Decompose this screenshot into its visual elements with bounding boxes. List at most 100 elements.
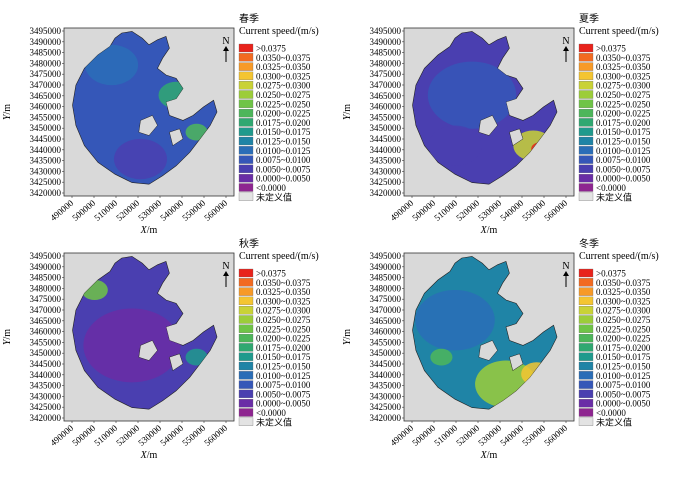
- legend-swatch: [238, 99, 254, 108]
- x-tick-label: 540000: [498, 423, 525, 448]
- x-tick-label: 530000: [136, 423, 163, 448]
- legend-label: 0.0350~0.0375: [256, 278, 311, 288]
- x-tick-label: 510000: [92, 423, 119, 448]
- legend-label: 0.0200~0.0225: [596, 109, 651, 119]
- north-arrow-head: [563, 271, 569, 276]
- x-tick-label: 550000: [180, 423, 207, 448]
- legend-swatch: [238, 380, 254, 389]
- x-tick-label: 560000: [202, 423, 229, 448]
- legend-label: <0.0000: [596, 183, 626, 193]
- legend-label: 0.0250~0.0275: [596, 315, 651, 325]
- legend-label: 0.0250~0.0275: [256, 315, 311, 325]
- y-tick-label: 3435000: [30, 156, 62, 166]
- legend-label: 0.0250~0.0275: [596, 90, 651, 100]
- legend-label: 0.0000~0.0050: [256, 399, 311, 409]
- legend: >0.03750.0350~0.03750.0325~0.03500.0300~…: [238, 44, 311, 202]
- legend-swatch: [238, 306, 254, 315]
- legend-swatch: [238, 155, 254, 164]
- y-tick-label: 3430000: [370, 166, 402, 176]
- legend-swatch: [578, 155, 594, 164]
- legend-label: 0.0075~0.0100: [596, 380, 651, 390]
- y-tick-label: 3450000: [30, 123, 62, 133]
- y-tick-label: 3425000: [370, 177, 402, 187]
- legend-swatch: [238, 164, 254, 174]
- y-tick-label: 3435000: [370, 381, 402, 391]
- x-tick-label: 550000: [520, 198, 547, 223]
- legend-swatch: [238, 399, 254, 408]
- x-tick-label: 500000: [70, 423, 97, 448]
- legend-label: 0.0000~0.0050: [596, 174, 651, 184]
- legend-label: 0.0175~0.0200: [256, 343, 311, 353]
- legend-swatch: [238, 53, 254, 62]
- season-title: 秋季: [239, 237, 259, 250]
- legend-label: 0.0125~0.0150: [596, 137, 651, 147]
- legend-label: 0.0150~0.0175: [596, 127, 651, 137]
- legend-swatch: [578, 90, 594, 99]
- legend-swatch: [238, 315, 254, 324]
- y-tick-label: 3470000: [370, 80, 402, 90]
- y-tick-label: 3475000: [30, 294, 62, 304]
- legend-label: 0.0225~0.0250: [256, 324, 311, 334]
- legend-label: 0.0275~0.0300: [256, 81, 311, 91]
- y-tick-label: 3465000: [30, 316, 62, 326]
- legend-swatch: [578, 99, 594, 108]
- legend-label: 0.0325~0.0350: [596, 287, 651, 297]
- y-axis-label: Y/m: [342, 104, 353, 120]
- legend-swatch: [578, 278, 594, 287]
- y-tick-label: 3440000: [370, 370, 402, 380]
- legend-swatch: [578, 324, 594, 333]
- legend-swatch: [578, 417, 594, 426]
- speed-zone-4: [428, 125, 482, 166]
- legend-swatch: [578, 399, 594, 408]
- legend-label: 0.0300~0.0325: [256, 71, 311, 81]
- legend-swatch: [238, 296, 254, 306]
- speed-zone-1: [427, 61, 517, 129]
- legend-label: >0.0375: [256, 44, 286, 54]
- legend-swatch: [238, 417, 254, 426]
- legend: >0.03750.0350~0.03750.0325~0.03500.0300~…: [578, 269, 651, 427]
- y-tick-label: 3470000: [30, 80, 62, 90]
- speed-zone-1: [85, 44, 139, 86]
- legend-label: 0.0175~0.0200: [256, 118, 311, 128]
- legend-swatch: [578, 164, 594, 174]
- x-tick-label: 490000: [388, 198, 415, 223]
- island-1: [478, 340, 498, 361]
- x-tick-label: 500000: [70, 198, 97, 223]
- y-tick-label: 3450000: [370, 348, 402, 358]
- y-tick-label: 3425000: [370, 402, 402, 412]
- x-tick-label: 540000: [498, 198, 525, 223]
- x-tick-label: 530000: [476, 423, 503, 448]
- x-tick-label: 490000: [48, 198, 75, 223]
- y-tick-label: 3420000: [370, 413, 402, 423]
- x-tick-label: 510000: [92, 198, 119, 223]
- y-tick-label: 3430000: [30, 391, 62, 401]
- legend-label: >0.0375: [596, 44, 626, 54]
- chart-panel-3: N 349500034900003485000348000034750003470…: [2, 237, 319, 461]
- y-tick-label: 3440000: [30, 370, 62, 380]
- legend-label: 0.0325~0.0350: [256, 287, 311, 297]
- north-label: N: [222, 261, 229, 272]
- north-arrow-head: [223, 46, 229, 51]
- legend-swatch: [238, 333, 254, 343]
- legend-label: 0.0225~0.0250: [596, 99, 651, 109]
- legend-swatch: [238, 192, 254, 201]
- chart-panel-1: N 349500034900003485000348000034750003470…: [2, 13, 319, 236]
- y-tick-label: 3420000: [30, 188, 62, 198]
- legend-label: <0.0000: [256, 408, 286, 418]
- y-tick-label: 3490000: [370, 262, 402, 272]
- legend-label: 0.0150~0.0175: [256, 352, 311, 362]
- y-tick-label: 3495000: [30, 26, 62, 36]
- legend-swatch: [238, 136, 254, 146]
- legend-label: 0.0350~0.0375: [256, 53, 311, 63]
- y-tick-label: 3445000: [370, 134, 402, 144]
- legend-label: 0.0325~0.0350: [596, 62, 651, 72]
- legend-label: 0.0050~0.0075: [256, 389, 311, 399]
- legend-swatch: [578, 146, 594, 155]
- x-axis-label: X/m: [480, 450, 498, 461]
- legend-label: 0.0075~0.0100: [256, 380, 311, 390]
- legend-swatch: [578, 43, 594, 53]
- y-tick-label: 3490000: [30, 37, 62, 47]
- legend-label: 0.0200~0.0225: [256, 334, 311, 344]
- y-tick-label: 3475000: [370, 294, 402, 304]
